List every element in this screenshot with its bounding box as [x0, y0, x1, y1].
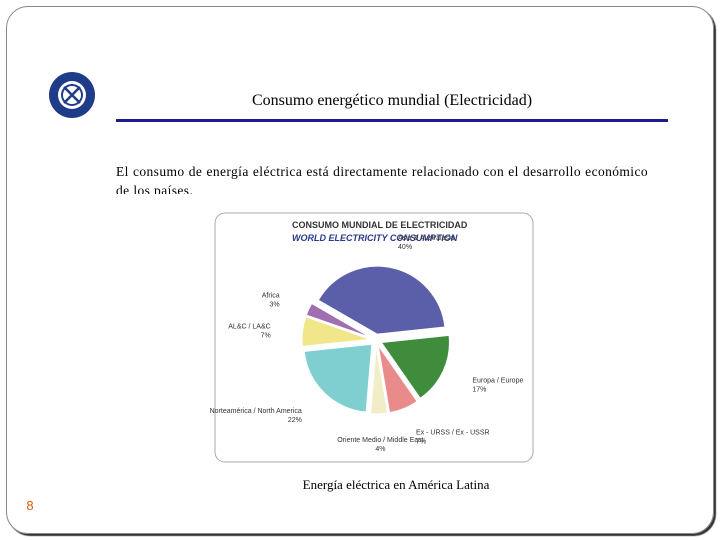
- slice-label: Europa / Europe: [472, 377, 523, 384]
- chart-subtitle: WORLD ELECTRICITY CONSUMPTION: [292, 233, 458, 243]
- pie-slice: [301, 316, 371, 347]
- slice-label: Africa: [262, 293, 280, 300]
- page-number: 8: [26, 498, 34, 513]
- slice-value-label: 4%: [375, 446, 385, 453]
- caption: Energía eléctrica en América Latina: [302, 477, 490, 492]
- slice-label: Norteamérica / North America: [210, 408, 302, 415]
- pie-slice: [305, 302, 371, 338]
- pie-slice: [377, 345, 418, 414]
- pie-slice: [380, 334, 450, 400]
- slice-label: AL&C / LA&C: [228, 323, 270, 330]
- pie-slice: [317, 265, 446, 335]
- chart-frame: [214, 212, 534, 463]
- slice-value-label: 40%: [398, 244, 412, 251]
- slide-frame: [6, 6, 714, 534]
- slice-label: Asia & Australasia: [398, 235, 455, 242]
- chart-title: CONSUMO MUNDIAL DE ELECTRICIDAD: [292, 220, 468, 230]
- title-rule: [116, 119, 668, 122]
- slide-title: Consumo energético mundial (Electricidad…: [251, 92, 533, 109]
- slice-label: Oriente Medio / Middle East: [337, 437, 423, 444]
- logo: [49, 72, 95, 118]
- pie-slice: [303, 343, 373, 413]
- slice-value-label: 7%: [416, 438, 426, 445]
- slice-value-label: 3%: [269, 302, 279, 309]
- body-text: El consumo de energía eléctrica está dir…: [116, 164, 648, 194]
- slice-value-label: 22%: [288, 417, 302, 424]
- slice-value-label: 17%: [472, 386, 486, 393]
- slice-label: Ex - URSS / Ex - USSR: [416, 429, 490, 436]
- pie-slice: [370, 345, 389, 415]
- slice-value-label: 7%: [261, 332, 271, 339]
